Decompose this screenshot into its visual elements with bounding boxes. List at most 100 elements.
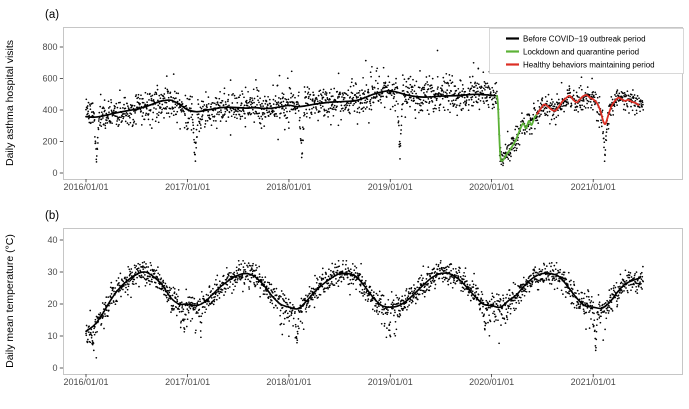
data-point bbox=[191, 296, 194, 299]
data-point bbox=[147, 277, 149, 280]
data-point bbox=[392, 97, 395, 100]
data-point bbox=[246, 102, 248, 104]
data-point bbox=[548, 110, 551, 113]
data-point bbox=[375, 94, 378, 96]
data-point bbox=[120, 116, 122, 119]
data-point bbox=[486, 99, 489, 102]
data-point bbox=[125, 112, 128, 114]
data-point bbox=[640, 103, 643, 105]
data-point bbox=[228, 286, 231, 288]
data-point bbox=[493, 106, 495, 109]
data-point bbox=[145, 112, 148, 115]
scatter-layer bbox=[85, 49, 645, 167]
data-point bbox=[176, 121, 178, 124]
data-point bbox=[155, 92, 158, 94]
data-point bbox=[642, 280, 645, 283]
data-point bbox=[212, 119, 215, 122]
data-point bbox=[575, 99, 577, 102]
data-point bbox=[325, 109, 327, 112]
data-point bbox=[275, 287, 278, 290]
data-point bbox=[444, 91, 447, 94]
data-point bbox=[264, 116, 267, 118]
data-point bbox=[148, 99, 150, 101]
data-point bbox=[609, 103, 611, 106]
data-point bbox=[411, 290, 413, 293]
data-point bbox=[229, 281, 232, 283]
data-point bbox=[393, 314, 395, 317]
data-point bbox=[379, 301, 382, 304]
data-point bbox=[148, 280, 151, 282]
data-point bbox=[426, 109, 429, 112]
data-point bbox=[399, 310, 401, 312]
data-point bbox=[405, 80, 408, 83]
data-point bbox=[360, 292, 363, 294]
data-point bbox=[546, 100, 548, 103]
data-point bbox=[227, 98, 229, 101]
data-point bbox=[539, 280, 542, 282]
data-point bbox=[400, 307, 403, 310]
data-point bbox=[232, 113, 235, 116]
data-point bbox=[88, 325, 90, 328]
data-point bbox=[240, 102, 243, 105]
data-point bbox=[387, 298, 390, 301]
data-point bbox=[247, 113, 250, 116]
data-point bbox=[361, 288, 364, 291]
data-point bbox=[171, 307, 174, 310]
data-point bbox=[555, 275, 557, 278]
data-point bbox=[515, 125, 517, 128]
data-point bbox=[325, 273, 327, 276]
data-point bbox=[641, 106, 643, 108]
data-point bbox=[173, 291, 176, 294]
data-point bbox=[483, 313, 485, 316]
data-point bbox=[276, 115, 278, 118]
data-point bbox=[354, 94, 357, 96]
data-point bbox=[283, 317, 286, 320]
data-point bbox=[461, 84, 464, 86]
data-point bbox=[387, 309, 389, 311]
data-point bbox=[348, 104, 351, 107]
data-point bbox=[298, 327, 300, 330]
data-point bbox=[282, 293, 284, 295]
data-point bbox=[583, 292, 586, 295]
data-point bbox=[285, 309, 288, 312]
data-point bbox=[130, 268, 133, 270]
data-point bbox=[339, 91, 341, 94]
data-point bbox=[439, 262, 442, 264]
data-point bbox=[194, 303, 196, 305]
data-point bbox=[504, 152, 507, 155]
data-point bbox=[383, 307, 386, 310]
data-point bbox=[97, 126, 100, 129]
data-point bbox=[642, 103, 644, 106]
data-point bbox=[313, 101, 316, 104]
data-point bbox=[341, 107, 344, 110]
data-point bbox=[583, 105, 586, 108]
data-point bbox=[548, 279, 550, 281]
data-point bbox=[521, 290, 523, 293]
data-point bbox=[287, 121, 290, 124]
data-point bbox=[280, 290, 283, 292]
data-point bbox=[89, 309, 92, 312]
data-point bbox=[617, 286, 620, 288]
data-point bbox=[582, 100, 585, 102]
data-point bbox=[246, 104, 249, 107]
data-point bbox=[159, 97, 162, 100]
data-point bbox=[363, 291, 366, 293]
data-point bbox=[408, 87, 410, 90]
data-point bbox=[611, 98, 614, 101]
data-point bbox=[550, 283, 553, 285]
y-tick-label: 400 bbox=[42, 105, 57, 115]
data-point bbox=[180, 320, 183, 323]
data-point bbox=[330, 269, 332, 272]
data-point bbox=[612, 289, 615, 292]
data-point bbox=[390, 303, 393, 306]
data-point bbox=[319, 99, 321, 102]
data-point bbox=[316, 100, 319, 103]
data-point bbox=[492, 91, 495, 94]
data-point bbox=[264, 281, 266, 283]
data-point bbox=[448, 74, 451, 76]
data-point bbox=[585, 311, 588, 314]
data-point bbox=[335, 282, 338, 284]
data-point bbox=[454, 99, 457, 102]
data-point bbox=[520, 299, 523, 302]
data-point bbox=[305, 294, 307, 297]
